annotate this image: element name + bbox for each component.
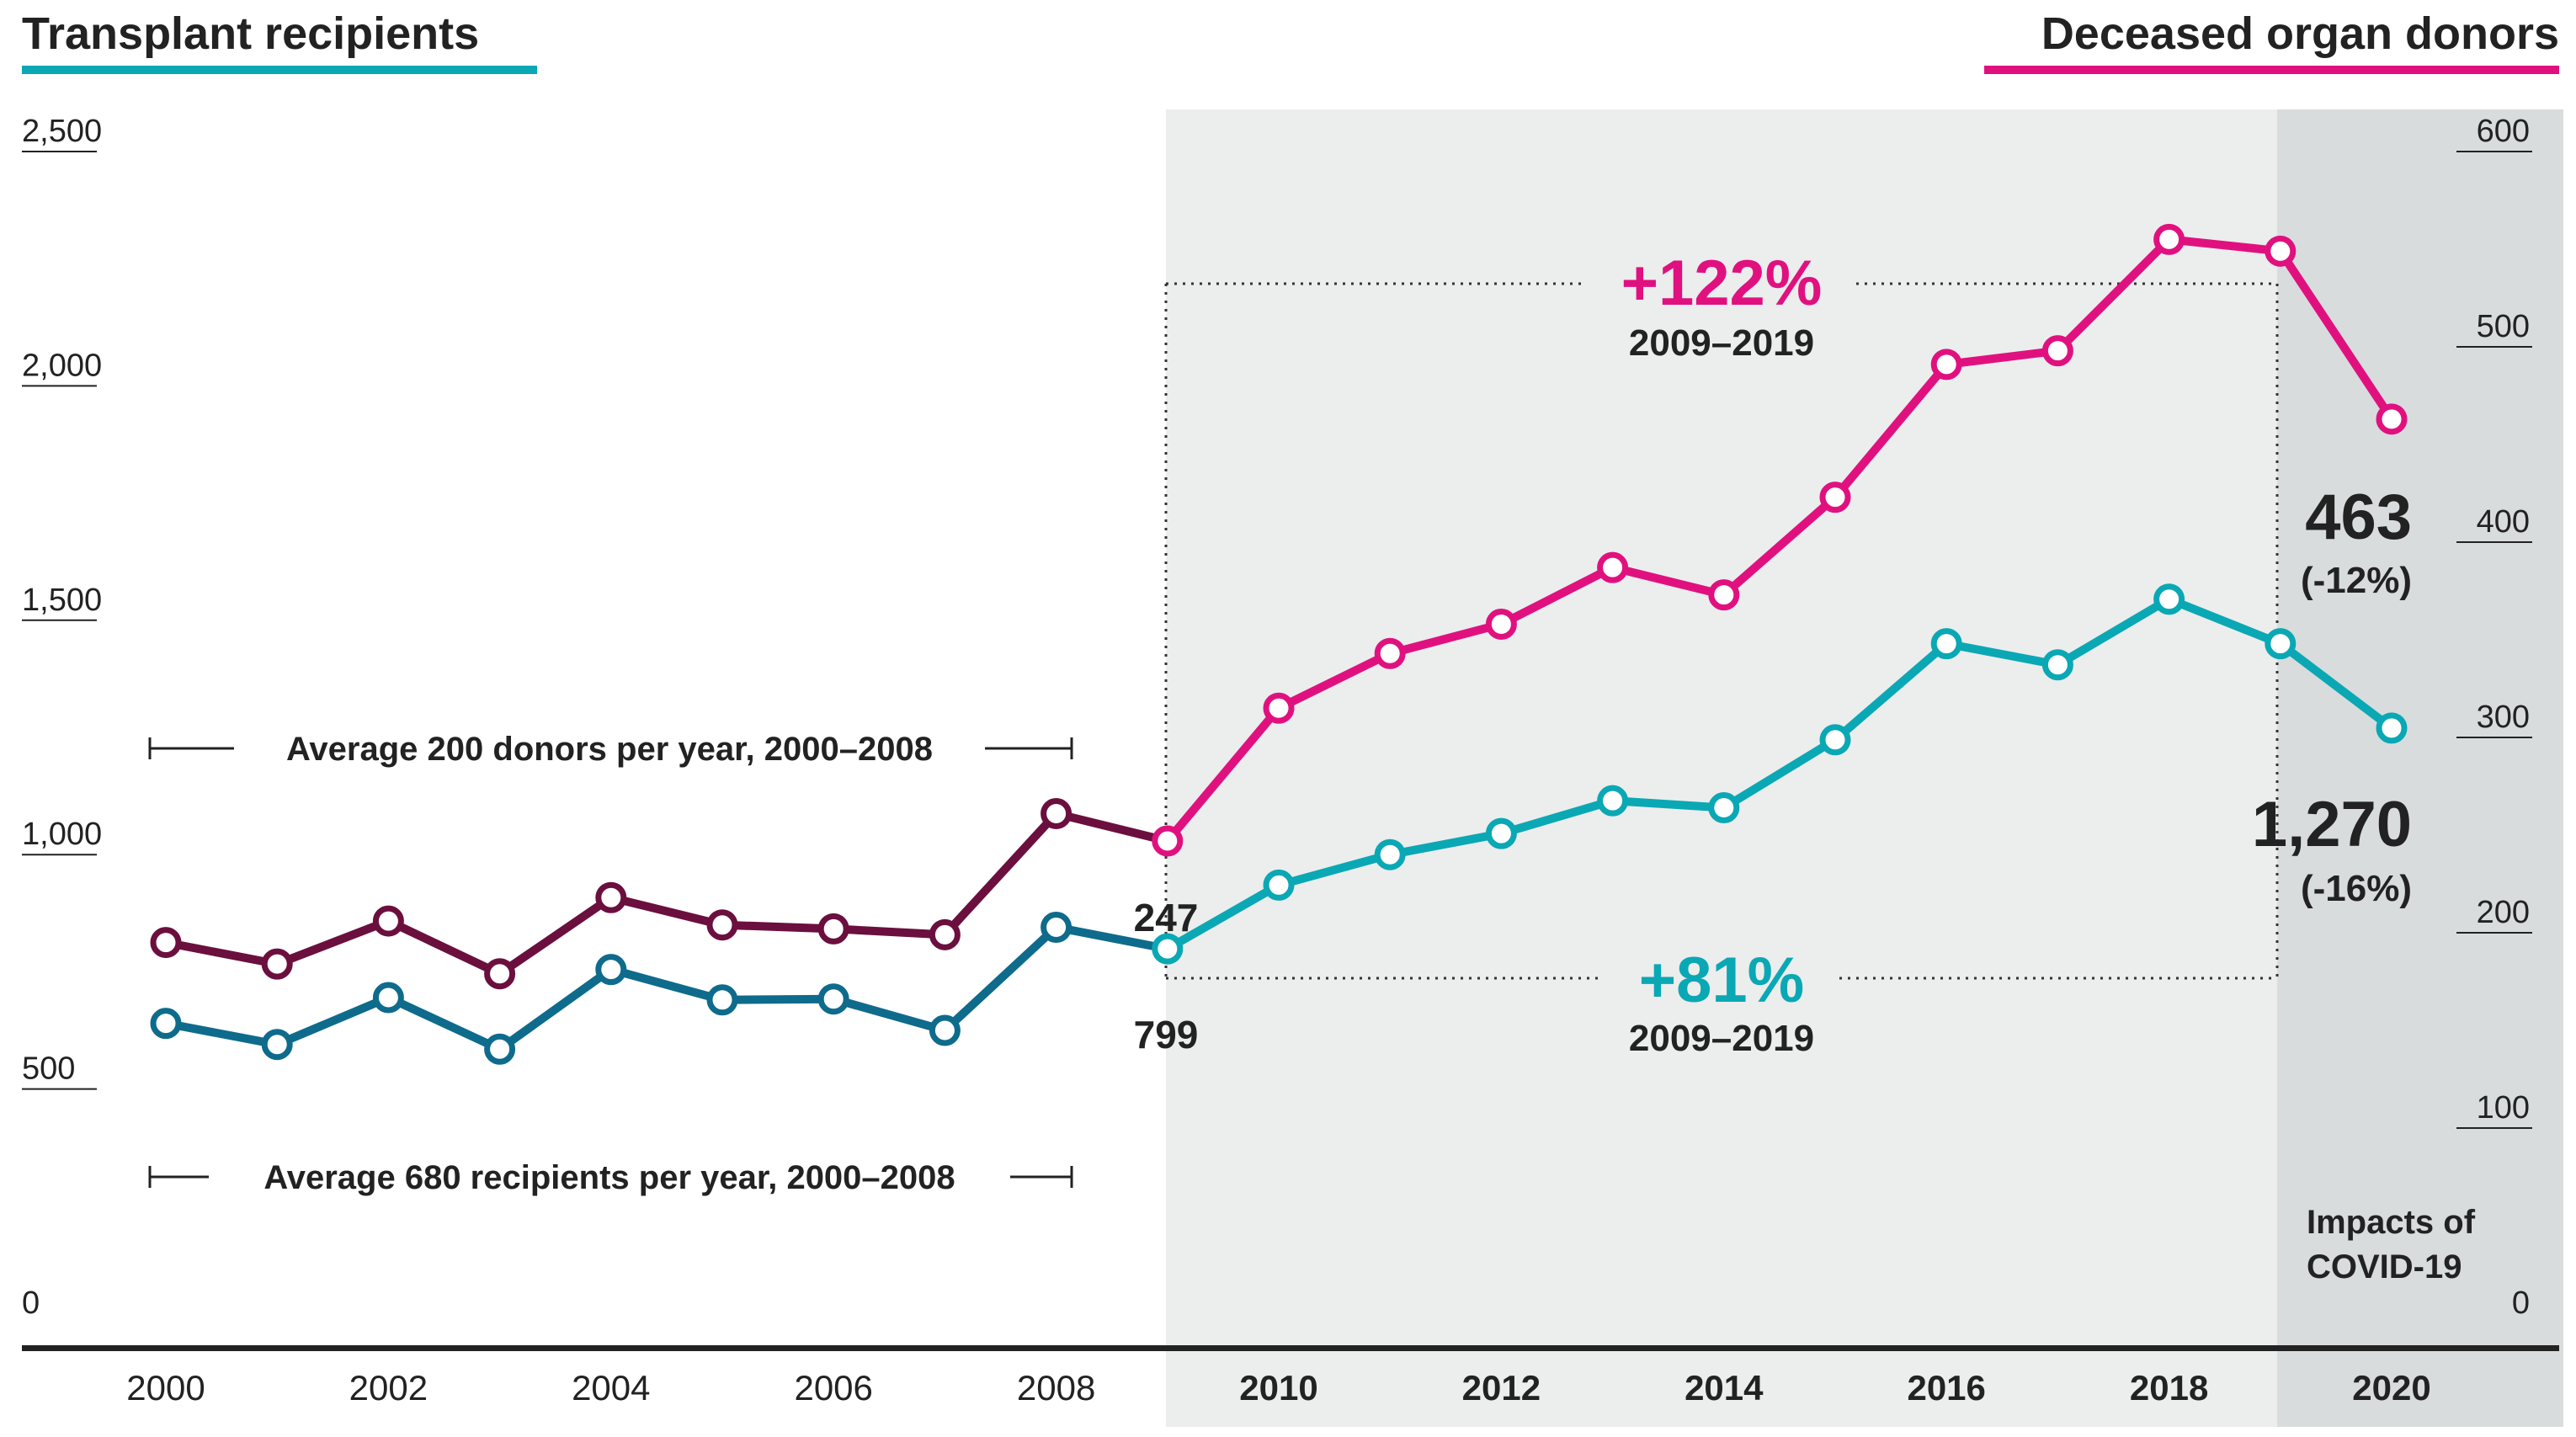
x-tick-label: 2000 [126,1368,205,1408]
right-tick-label: 600 [2477,114,2530,149]
recipients-point-2014 [1708,792,1740,824]
recipients-point-2000 [150,1008,182,1040]
x-tick-label: 2018 [2130,1368,2208,1408]
recipients-point-2011 [1374,838,1406,870]
donors-point-2001 [261,948,293,980]
recipients-point-2016 [1930,628,1962,660]
recipients-point-2010 [1263,869,1295,901]
covid-label-line1: Impacts of [2307,1204,2476,1241]
donors-point-2000 [150,927,182,959]
title-left-underline [22,66,537,74]
left-tick-label: 1,500 [22,583,102,618]
donor-change-period: 2009–2019 [1629,322,1814,364]
donors-point-2003 [484,958,516,990]
donors-point-2004 [595,881,627,913]
x-tick-label: 2008 [1017,1368,1095,1408]
recipient-2009-label: 799 [1134,1013,1199,1056]
donor-2009-label: 247 [1134,896,1199,939]
left-tick-label: 2,000 [22,348,102,383]
recipients-point-2001 [261,1029,293,1061]
recipient-2020-change: (-16%) [2301,868,2412,909]
right-tick-label: 200 [2477,895,2530,930]
donors-point-2020 [2376,403,2408,435]
donor-change-pct: +122% [1621,247,1823,319]
series-layer [150,223,2408,1065]
x-tick-label: 2012 [1462,1368,1541,1408]
recipient-average-annotation: Average 680 recipients per year, 2000–20… [148,1159,1073,1196]
recipients-point-2015 [1819,724,1851,756]
donors-point-2002 [372,905,404,937]
recipients-line-2000-2009 [162,923,1172,1054]
right-tick-label: 0 [2512,1285,2530,1321]
shade-2009-2019 [1166,109,2277,1427]
recipients-point-2002 [372,982,404,1014]
recipient-change-pct: +81% [1639,945,1805,1016]
x-tick-label: 2014 [1685,1368,1764,1408]
donors-point-2011 [1374,637,1406,669]
title-left: Transplant recipients [22,8,479,59]
shade-covid [2277,109,2563,1427]
donors-point-2007 [929,918,961,950]
x-tick-label: 2010 [1239,1368,1317,1408]
recipient-change-period: 2009–2019 [1629,1018,1814,1059]
donors-point-2013 [1597,551,1629,583]
recipient-average-label: Average 680 recipients per year, 2000–20… [263,1159,955,1196]
left-tick-label: 0 [22,1285,40,1321]
x-axis: 2000 2002 2004 2006 2008 2010 2012 2014 2016 2018… [126,1368,2430,1408]
left-axis: 0 500 1,000 1,500 2,000 2,500 [22,114,102,1321]
right-tick-label: 100 [2477,1090,2530,1126]
recipients-point-2012 [1485,817,1517,849]
donors-point-2009 [1152,825,1184,857]
x-tick-label: 2004 [572,1368,650,1408]
x-tick-label: 2006 [794,1368,872,1408]
donors-point-2019 [2265,235,2297,267]
donors-point-2012 [1485,608,1517,640]
donor-2020-value: 463 [2305,482,2412,553]
donors-point-2018 [2153,223,2185,255]
recipients-point-2004 [595,954,627,986]
donors-point-2016 [1930,349,1962,381]
recipients-point-2009 [1152,933,1184,965]
recipients-point-2006 [817,983,849,1015]
donors-point-2008 [1041,797,1072,829]
donors-point-2006 [817,913,849,945]
x-tick-label: 2016 [1907,1368,1985,1408]
donors-line-2000-2009 [162,809,1172,978]
donor-2020-change: (-12%) [2301,560,2412,601]
covid-label-line2: COVID-19 [2307,1248,2462,1285]
recipients-point-2008 [1041,912,1072,944]
donors-line-2009-2020 [1163,235,2396,845]
title-right-underline [1984,66,2559,74]
donors-point-2005 [706,909,738,941]
recipients-point-2013 [1597,785,1629,817]
recipients-point-2017 [2041,649,2073,681]
recipients-point-2007 [929,1014,961,1046]
donor-average-label: Average 200 donors per year, 2000–2008 [286,731,933,768]
left-tick-label: 2,500 [22,114,102,149]
right-tick-label: 300 [2477,700,2530,735]
recipients-point-2003 [484,1033,516,1065]
x-tick-label: 2020 [2352,1368,2430,1408]
recipients-point-2005 [706,984,738,1016]
recipients-point-2019 [2265,628,2297,660]
donors-point-2015 [1819,482,1851,514]
left-tick-label: 500 [22,1051,75,1087]
right-tick-label: 500 [2477,309,2530,344]
title-right: Deceased organ donors [2041,8,2559,59]
x-tick-label: 2002 [349,1368,428,1408]
recipients-line-2009-2020 [1163,594,2396,954]
x-axis-baseline [22,1345,2559,1351]
right-tick-label: 400 [2477,504,2530,540]
donors-point-2017 [2041,335,2073,367]
donors-point-2014 [1708,579,1740,611]
left-tick-label: 1,000 [22,817,102,852]
right-axis: 0 100 200 300 400 500 600 [2456,114,2532,1321]
donors-point-2010 [1263,692,1295,724]
recipients-point-2018 [2153,583,2185,615]
recipient-2020-value: 1,270 [2252,789,2412,860]
donor-average-annotation: Average 200 donors per year, 2000–2008 [148,731,1073,768]
recipients-point-2020 [2376,712,2408,744]
